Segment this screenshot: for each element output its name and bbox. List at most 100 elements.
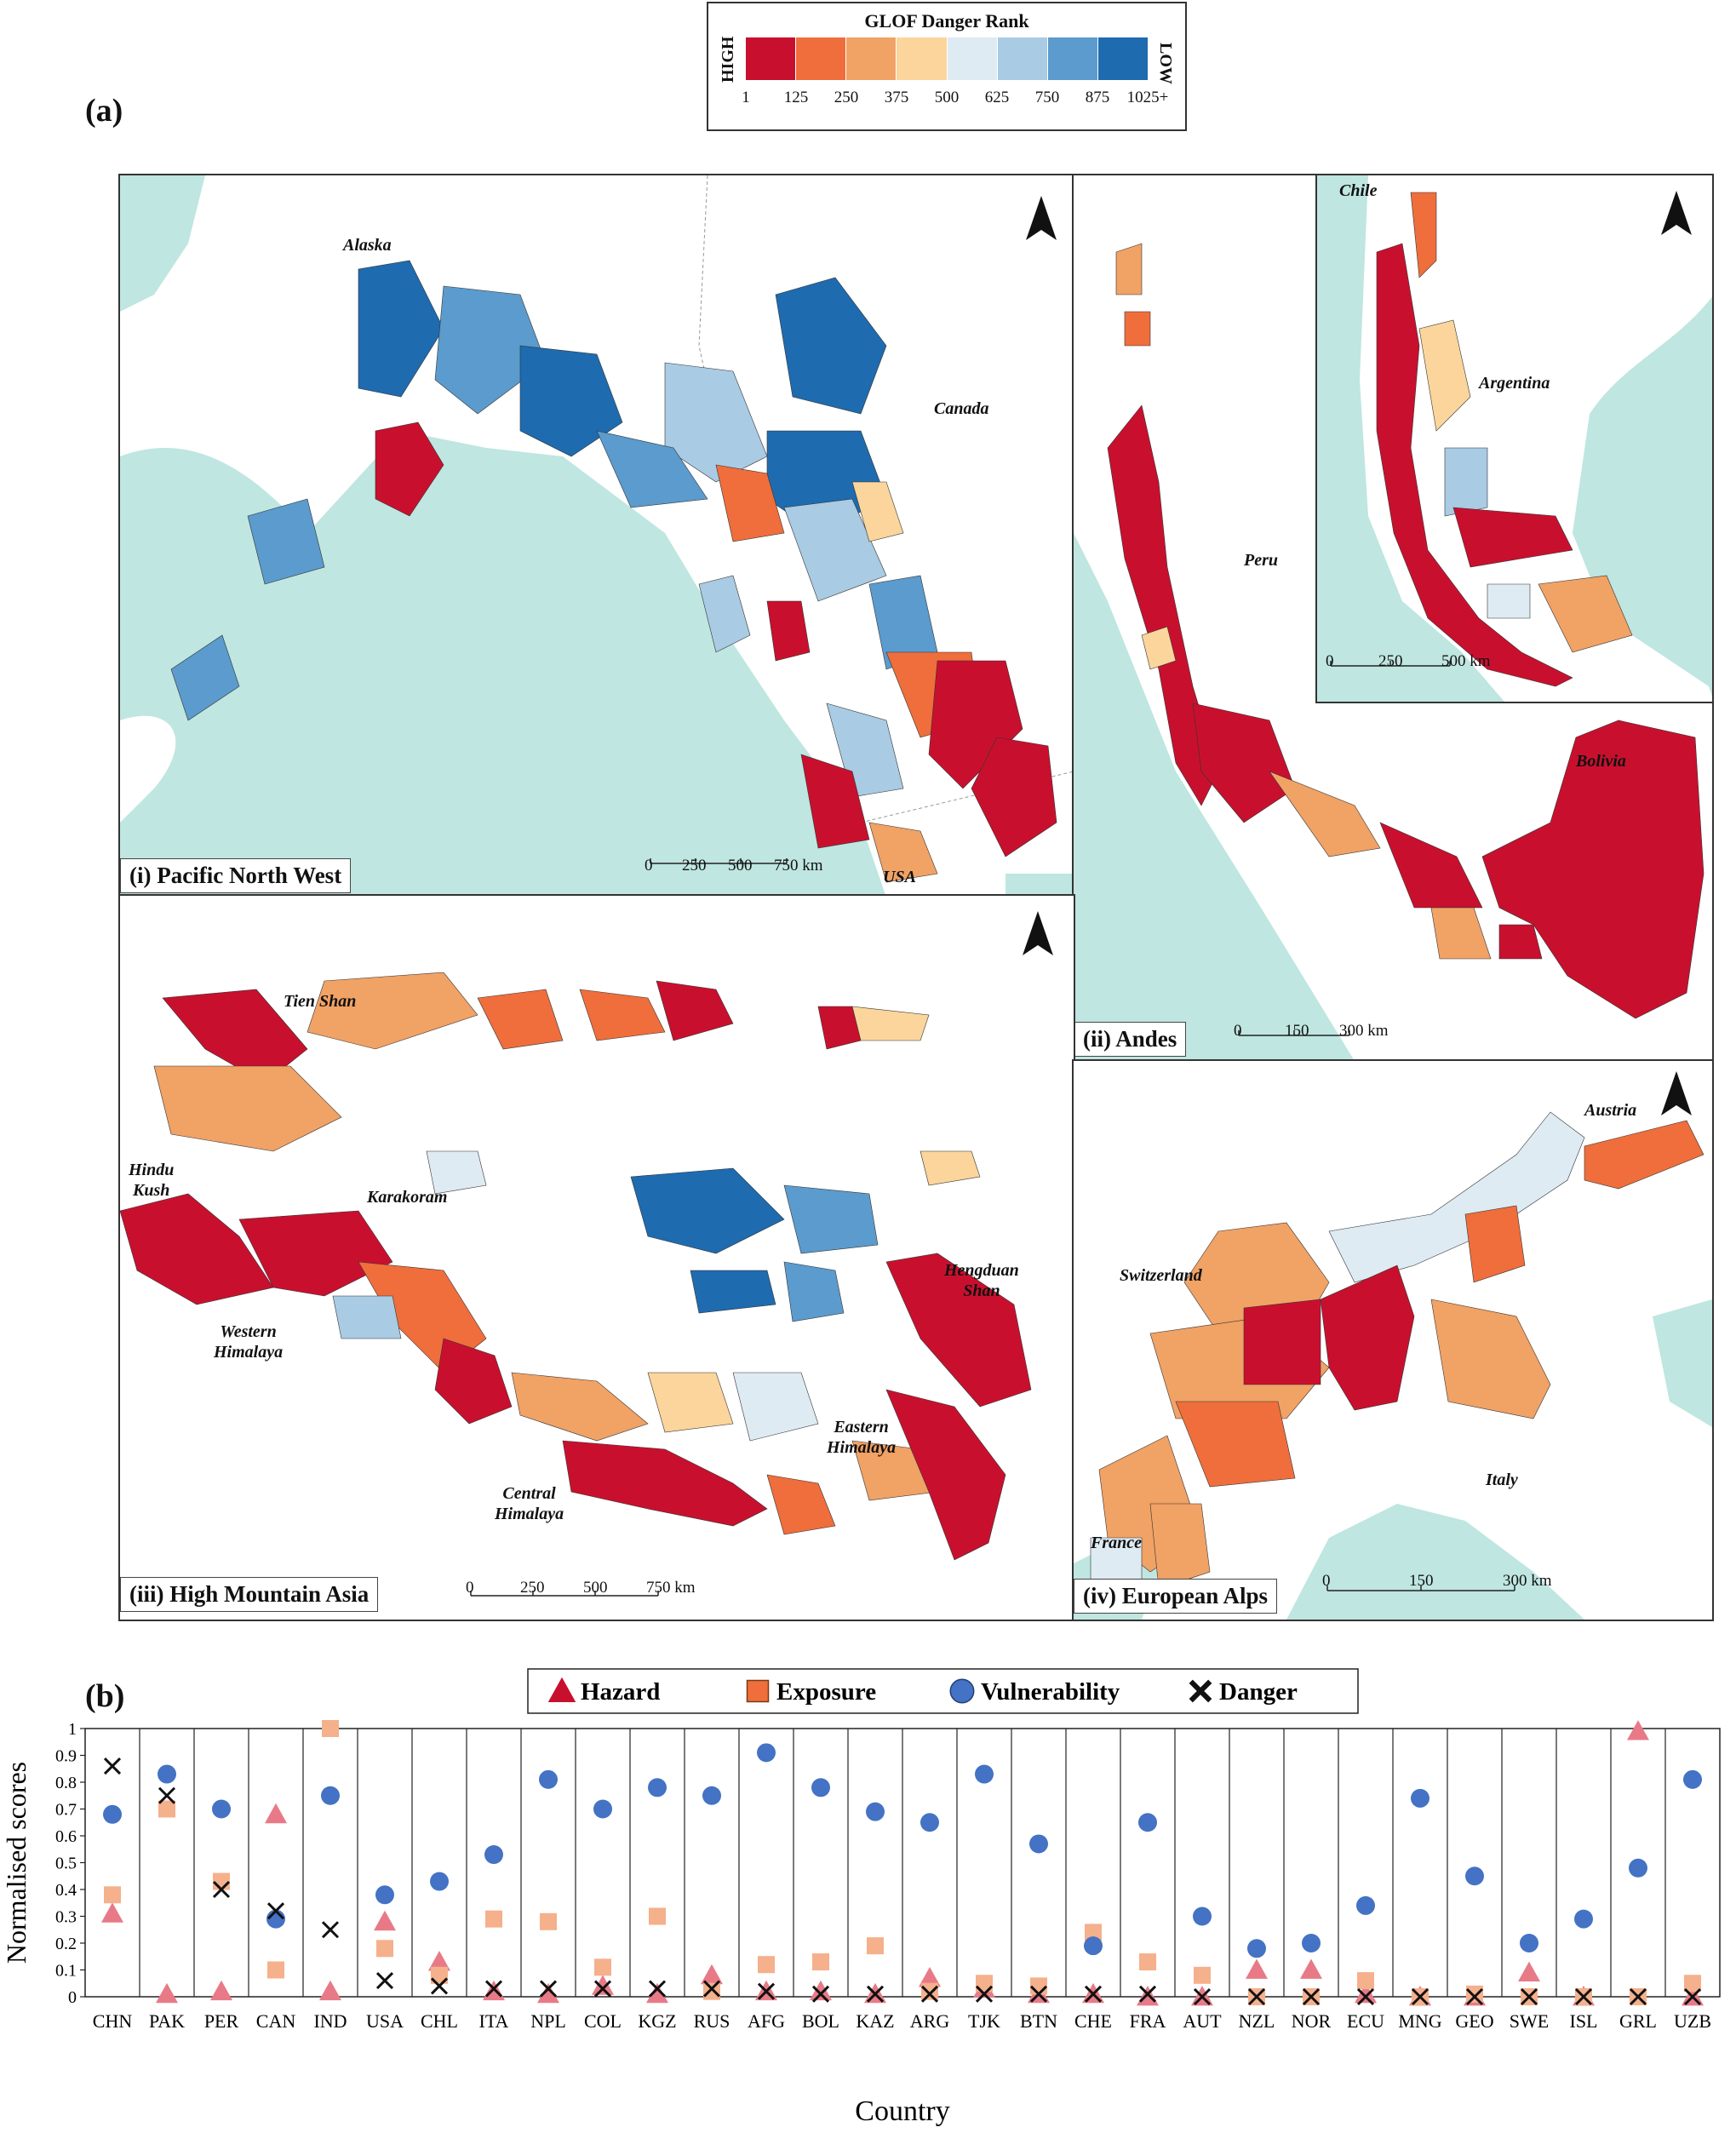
x-tick-label: NZL <box>1239 2010 1275 2032</box>
chart-legend <box>527 1668 1359 1714</box>
danger-point <box>1029 1985 1048 2003</box>
hazard-point <box>537 1982 559 2004</box>
label-peru: Peru <box>1244 551 1278 570</box>
danger-point <box>266 1902 285 1920</box>
exposure-point <box>1466 1985 1483 2003</box>
danger-point <box>593 1980 612 1998</box>
x-tick-label: TJK <box>968 2010 1000 2032</box>
hma-north-arrow-icon <box>1023 911 1053 955</box>
pnw-scale-bar <box>650 858 788 864</box>
legend-color-bar <box>746 37 1148 80</box>
vulnerability-point <box>103 1804 122 1824</box>
danger-point <box>1138 1985 1157 2003</box>
danger-point <box>757 1982 776 2000</box>
exposure-point <box>812 1953 829 1971</box>
label-argentina: Argentina <box>1479 374 1550 393</box>
panel-b-label: (b) <box>85 1678 125 1714</box>
label-france: France <box>1091 1534 1142 1552</box>
map-andes: Chile Argentina 0 250 500 km Peru Bolivi… <box>1072 174 1714 1063</box>
danger-point <box>1465 1987 1484 2006</box>
vulnerability-point <box>375 1885 394 1905</box>
hazard-point <box>265 1803 287 1824</box>
panel-a-label: (a) <box>85 93 123 129</box>
danger-point <box>1356 1987 1375 2006</box>
exposure-point <box>1684 1975 1701 1993</box>
legend-tick-label: 750 <box>1034 89 1060 106</box>
hazard-point <box>919 1966 941 1987</box>
danger-point <box>1520 1987 1538 2006</box>
map-pacific-north-west: Alaska Canada USA 0 250 500 750 km (i) P… <box>118 174 1075 899</box>
danger-point <box>866 1985 885 2003</box>
vulnerability-point <box>1356 1895 1375 1915</box>
vulnerability-point <box>866 1802 885 1821</box>
legend-swatch <box>846 37 897 80</box>
x-tick-label: PAK <box>149 2010 185 2032</box>
legend-tick-label: 250 <box>834 89 859 106</box>
vulnerability-point <box>1247 1939 1266 1958</box>
x-tick-label: RUS <box>694 2010 730 2032</box>
pnw-map-drawing <box>120 175 1074 897</box>
hazard-point <box>1246 1958 1268 1979</box>
inset-scale-bar <box>1330 661 1451 667</box>
exposure-point <box>431 1966 448 1984</box>
danger-point <box>1629 1987 1647 2006</box>
x-axis-label: Country <box>855 2096 949 2127</box>
danger-point <box>1683 1987 1702 2006</box>
vulnerability-point <box>1411 1788 1429 1808</box>
legend-marker-hazard <box>547 1677 576 1702</box>
hazard-point <box>156 1982 178 2004</box>
label-alaska: Alaska <box>343 236 392 255</box>
vulnerability-point <box>1574 1909 1593 1929</box>
danger-point <box>648 1980 667 1998</box>
label-usa: USA <box>883 868 916 886</box>
exposure-point <box>649 1907 666 1925</box>
danger-point <box>1302 1987 1321 2006</box>
normalised-scores-chart: 0 0.1 0.2 0.3 0.4 0.5 0.6 0.7 0.8 0.9 1 Normalised … <box>1 1668 1721 2127</box>
x-tick-label: ISL <box>1570 2010 1598 2032</box>
vulnerability-point <box>321 1786 340 1805</box>
label-tien-shan: Tien Shan <box>284 992 357 1011</box>
vulnerability-point <box>1138 1813 1157 1832</box>
map-caption-alps: (iv) European Alps <box>1074 1579 1278 1614</box>
label-hengduan-shan: Hengduan Shan <box>944 1261 1019 1300</box>
danger-point <box>103 1757 122 1775</box>
x-tick-label: AUT <box>1183 2010 1222 2032</box>
exposure-point <box>267 1961 284 1979</box>
exposure-point <box>1030 1977 1047 1995</box>
y-tick-label: 0.1 <box>55 1962 77 1981</box>
danger-point <box>375 1972 394 1990</box>
danger-point <box>702 1980 721 1998</box>
x-tick-label: CHL <box>421 2010 458 2032</box>
x-tick-label: BTN <box>1020 2010 1057 2032</box>
label-switzerland: Switzerland <box>1120 1266 1202 1285</box>
legend-tick-label: 1025+ <box>1126 89 1169 106</box>
vulnerability-point <box>757 1743 776 1763</box>
danger-point <box>1084 1985 1103 2003</box>
vulnerability-point <box>811 1778 830 1798</box>
vulnerability-point <box>158 1764 176 1784</box>
legend-tick-label: 500 <box>934 89 960 106</box>
exposure-point <box>376 1940 393 1958</box>
andes-scale-bar <box>1238 1030 1350 1036</box>
exposure-point <box>921 1982 938 2000</box>
legend-title: GLOF Danger Rank <box>864 10 1029 32</box>
x-tick-label: UZB <box>1674 2010 1711 2032</box>
vulnerability-point <box>484 1845 503 1865</box>
vulnerability-point <box>1520 1934 1538 1952</box>
y-tick-label: 0.5 <box>55 1855 77 1873</box>
legend-swatch <box>897 37 948 80</box>
danger-point <box>1411 1987 1429 2006</box>
hazard-point <box>810 1980 832 2001</box>
vulnerability-point <box>1683 1769 1702 1789</box>
x-tick-label: CHN <box>93 2010 133 2032</box>
x-tick-label: PER <box>204 2010 239 2032</box>
danger-point <box>975 1985 994 2003</box>
danger-point <box>539 1980 558 1998</box>
x-tick-label: BOL <box>802 2010 839 2032</box>
hazard-point <box>1627 1720 1649 1740</box>
hazard-point <box>1355 1982 1377 2004</box>
exposure-point <box>1085 1924 1102 1941</box>
x-tick-label: CAN <box>256 2010 296 2032</box>
legend-swatch <box>947 37 998 80</box>
x-tick-label: COL <box>584 2010 622 2032</box>
